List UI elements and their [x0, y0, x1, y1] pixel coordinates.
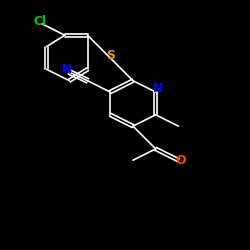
Text: N: N	[153, 82, 163, 95]
Text: Cl: Cl	[33, 15, 46, 28]
Text: S: S	[106, 49, 115, 62]
Text: N: N	[62, 63, 72, 76]
Text: O: O	[175, 154, 186, 167]
